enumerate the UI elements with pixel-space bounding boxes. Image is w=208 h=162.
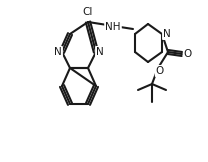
Text: O: O [184, 49, 192, 59]
Text: N: N [163, 29, 171, 39]
Text: NH: NH [105, 22, 121, 32]
Text: N: N [96, 47, 104, 57]
Text: Cl: Cl [83, 7, 93, 17]
Text: N: N [54, 47, 62, 57]
Text: O: O [156, 66, 164, 76]
